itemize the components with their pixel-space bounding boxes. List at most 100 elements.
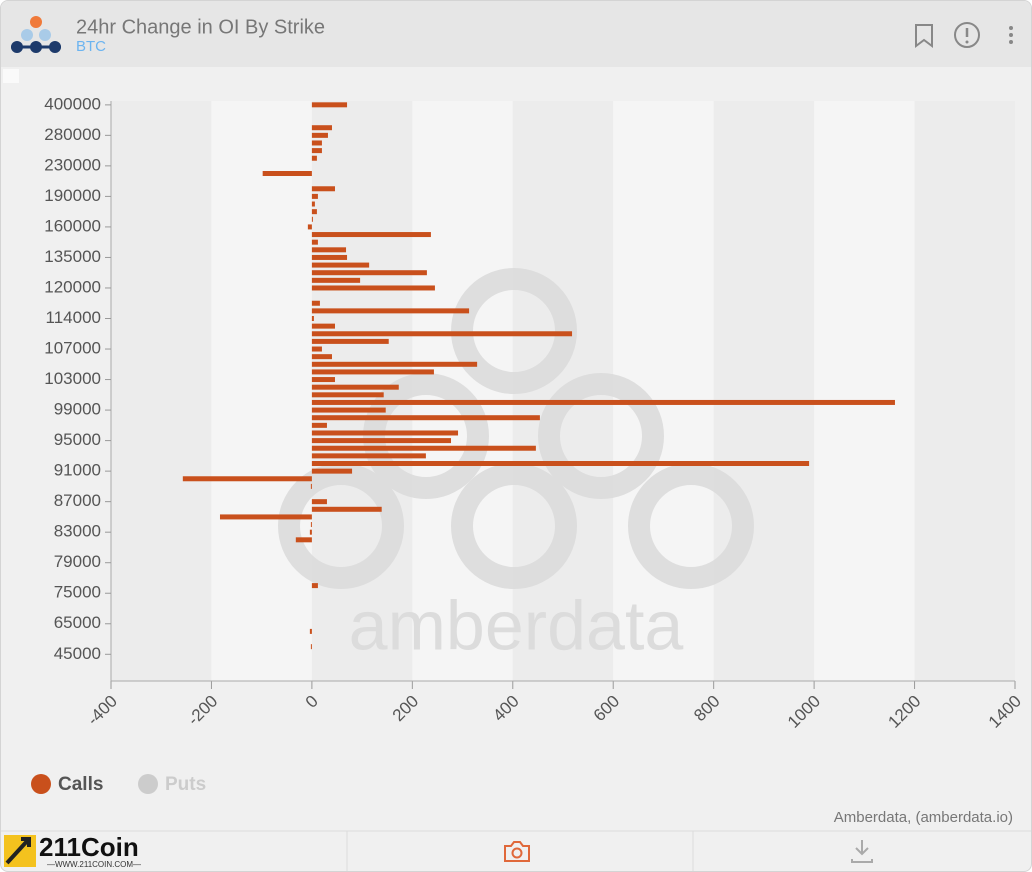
bar [311, 201, 315, 207]
info-icon[interactable] [954, 22, 980, 48]
plot-band [211, 101, 312, 681]
y-tick-label: 107000 [44, 339, 101, 358]
bar [311, 277, 361, 283]
legend-item[interactable]: Calls [31, 774, 103, 795]
x-tick-label: 800 [690, 692, 723, 725]
x-tick-label: 400 [489, 692, 522, 725]
y-tick-label: 120000 [44, 277, 101, 296]
brand-logo [4, 835, 36, 867]
y-tick-label: 79000 [54, 552, 101, 571]
y-tick-label: 91000 [54, 461, 101, 480]
bar [311, 186, 335, 192]
camera-icon[interactable] [504, 841, 530, 862]
y-tick-label: 280000 [44, 125, 101, 144]
bar [311, 331, 573, 337]
x-tick-label: -400 [84, 692, 121, 729]
bar [311, 270, 427, 276]
legend-label: Calls [58, 774, 103, 795]
bar [311, 140, 322, 146]
download-icon[interactable] [851, 840, 873, 863]
bar [311, 148, 322, 154]
bar [311, 415, 540, 421]
bar [310, 483, 312, 489]
bar [295, 537, 312, 543]
bar [311, 354, 332, 360]
x-tick-label: 0 [302, 692, 322, 712]
y-tick-label: 114000 [46, 308, 101, 327]
logo [11, 16, 61, 53]
bar [309, 529, 312, 535]
bar [311, 155, 317, 161]
bar [311, 323, 335, 329]
y-tick-label: 87000 [54, 491, 101, 510]
bar [311, 499, 327, 505]
bar [309, 628, 312, 634]
y-tick-label: 190000 [44, 186, 101, 205]
bar [311, 338, 389, 344]
bar [310, 644, 312, 650]
bar [311, 430, 459, 436]
y-tick-label: 75000 [54, 583, 101, 602]
bar [311, 102, 348, 108]
y-tick-label: 65000 [54, 613, 101, 632]
bar [311, 506, 382, 512]
y-tick-label: 103000 [44, 369, 101, 388]
legend-swatch [138, 774, 158, 794]
bar [311, 254, 348, 260]
bar [310, 522, 312, 528]
title: 24hr Change in OI By Strike [76, 16, 325, 38]
bar [311, 384, 399, 390]
legend-swatch [31, 774, 51, 794]
y-tick-label: 400000 [44, 94, 101, 113]
bar [311, 125, 332, 131]
bar [311, 132, 328, 138]
watermark-logo [278, 268, 754, 589]
bar [311, 422, 327, 428]
y-tick-label: 95000 [54, 430, 101, 449]
bar [311, 438, 452, 444]
x-tick-label: 1200 [884, 692, 924, 732]
bar [262, 171, 312, 176]
menu-icon[interactable] [1009, 26, 1013, 44]
legend-label: Puts [165, 774, 206, 795]
y-tick-label: 135000 [44, 247, 101, 266]
x-tick-label: 1400 [985, 692, 1025, 732]
y-tick-label: 99000 [54, 400, 101, 419]
x-tick-label: 600 [590, 692, 623, 725]
bar [311, 468, 353, 474]
plot-band [914, 101, 1015, 681]
bar [311, 316, 314, 321]
brand-url: —WWW.211COIN.COM— [47, 860, 141, 869]
plot-band [713, 101, 815, 681]
bar [311, 308, 470, 314]
bar [311, 247, 347, 253]
credit: Amberdata, (amberdata.io) [834, 809, 1013, 826]
bar [311, 285, 435, 291]
x-tick-label: 200 [389, 692, 422, 725]
bar [311, 239, 318, 245]
bar [311, 461, 810, 466]
bar [182, 476, 312, 482]
y-tick-label: 230000 [44, 155, 101, 174]
bar [311, 407, 386, 413]
bar [311, 193, 318, 199]
plot-band [814, 101, 915, 681]
bar [311, 361, 478, 367]
bar [219, 514, 312, 520]
bar [311, 300, 320, 306]
bar [311, 216, 313, 222]
toolbar-button[interactable] [3, 69, 19, 83]
bar [311, 399, 895, 405]
legend-item[interactable]: Puts [138, 774, 206, 795]
bar [311, 369, 434, 375]
bookmark-icon[interactable] [915, 24, 933, 48]
bar [311, 377, 335, 383]
bar [311, 392, 384, 398]
x-tick-label: 1000 [784, 692, 824, 732]
watermark: amberdata [349, 586, 684, 664]
x-tick-label: -200 [184, 692, 221, 729]
brand-name: 211Coin [39, 832, 139, 862]
bar [311, 209, 317, 215]
bar [311, 583, 318, 589]
